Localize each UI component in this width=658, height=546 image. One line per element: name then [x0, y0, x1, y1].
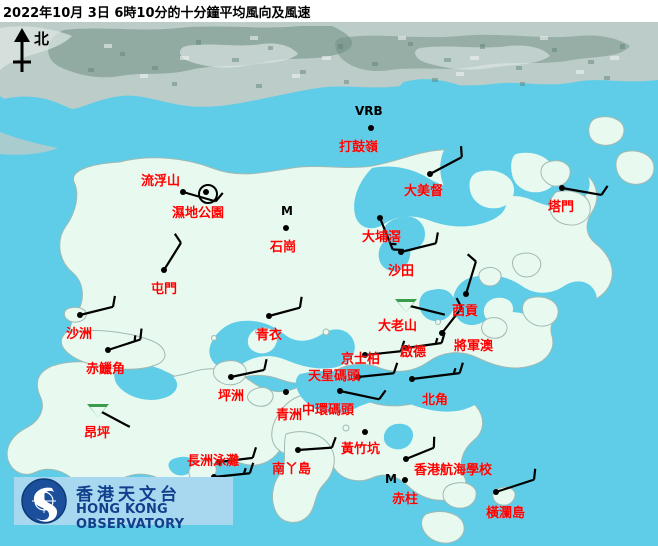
station-label: 香港航海學校 [414, 463, 493, 478]
hko-logo-english: HONG KONG OBSERVATORY [76, 502, 185, 532]
wind-barb [357, 362, 399, 379]
north-label: 北 [34, 30, 50, 48]
station-dot-icon [228, 374, 234, 380]
station-dot-icon [409, 376, 415, 382]
high-station-triangle-icon [87, 404, 109, 417]
station-label: 西貢 [452, 304, 479, 319]
station-dot-icon [439, 330, 445, 336]
wind-barb [464, 253, 477, 295]
station-dot-icon [493, 489, 499, 495]
map-canvas[interactable]: 北 VRB 打鼓嶺流浮山濕地公園 M 石崗 大美督塔門大埔滘沙田西貢 屯門沙洲赤鱲角 青衣 大… [0, 22, 658, 546]
station-dot-icon [403, 456, 409, 462]
wind-barb [400, 232, 439, 254]
station-dot-icon [216, 459, 222, 465]
station-label: 流浮山 [141, 174, 181, 189]
station-label: 長洲泳灘 [187, 454, 240, 469]
station-dot-icon [463, 291, 469, 297]
station-label: 橫瀾島 [486, 506, 526, 521]
high-station-triangle-icon [395, 299, 417, 312]
hko-logo-icon [21, 478, 67, 524]
station-label: 啟德 [400, 345, 427, 360]
station-label: 昂坪 [84, 426, 111, 441]
wind-barb [107, 328, 143, 352]
station-dot-icon [283, 389, 289, 395]
station-dot-icon [403, 345, 409, 351]
station-dot-icon [377, 215, 383, 221]
station-label: 大埔滘 [362, 230, 402, 245]
wind-barb [339, 389, 387, 401]
calm-wind-icon [198, 184, 218, 204]
wind-barb-layer [79, 146, 609, 494]
hko-logo: 香港天文台 HONG KONG OBSERVATORY [14, 477, 233, 532]
station-dot-icon [266, 313, 272, 319]
wind-barb [218, 447, 258, 464]
station-dot-icon [362, 352, 368, 358]
station-dot-icon [77, 312, 83, 318]
station-dot-icon [161, 267, 167, 273]
station-dot-icon [362, 429, 368, 435]
hko-logo-chinese: 香港天文台 [76, 485, 181, 505]
station-label: 塔門 [548, 200, 575, 215]
wind-barb [230, 358, 268, 379]
wind-barb [364, 340, 406, 357]
wind-barb [405, 436, 436, 461]
station-dot-icon [283, 225, 289, 231]
station-dot-icon [355, 374, 361, 380]
station-status-tag: M [385, 472, 397, 486]
station-dot-icon [105, 347, 111, 353]
north-arrow: 北 [8, 26, 68, 78]
mainland-china [0, 22, 658, 161]
station-label: 青洲 [276, 408, 303, 423]
north-arrow-icon [13, 28, 31, 72]
station-status-tag: VRB [355, 104, 383, 118]
station-label: 坪洲 [218, 389, 245, 404]
wind-barb [79, 295, 117, 317]
station-label: 南丫島 [272, 462, 312, 477]
station-label: 大美督 [404, 184, 444, 199]
wind-barb [297, 436, 337, 452]
station-label: 京士柏 [341, 352, 381, 367]
station-dot-icon [295, 447, 301, 453]
station-status-tag: M [281, 204, 293, 218]
station-label: 石崗 [270, 240, 297, 255]
wind-barb [561, 185, 609, 197]
wind-barb [441, 297, 463, 334]
station-label: 沙洲 [66, 327, 93, 342]
page-title: 2022年10月 3日 6時10分的十分鐘平均風向及風速 [3, 6, 311, 21]
station-label: 中環碼頭 [302, 403, 355, 418]
wind-barb [429, 146, 463, 175]
station-label: 赤鱲角 [86, 362, 126, 377]
station-dot-icon [368, 125, 374, 131]
station-label: 黃竹坑 [341, 442, 381, 457]
station-label: 將軍澳 [454, 339, 494, 354]
new-territories [59, 148, 613, 389]
wind-barb [268, 296, 303, 318]
station-label: 沙田 [388, 264, 415, 279]
station-label: 青衣 [256, 328, 283, 343]
wind-barb [213, 462, 255, 479]
station-dot-icon [180, 189, 186, 195]
station-label: 打鼓嶺 [339, 140, 379, 155]
wind-barb [411, 362, 464, 381]
map-geometry [0, 22, 658, 546]
station-dot-icon [427, 171, 433, 177]
station-label: 赤柱 [392, 492, 419, 507]
station-dot-icon [337, 388, 343, 394]
wind-barb [163, 233, 182, 271]
title-bar: 2022年10月 3日 6時10分的十分鐘平均風向及風速 [0, 0, 658, 22]
victoria-harbour [295, 368, 487, 414]
station-dot-icon [398, 249, 404, 255]
station-label: 大老山 [378, 319, 418, 334]
station-label: 屯門 [151, 282, 178, 297]
station-label: 北角 [422, 393, 449, 408]
station-dot-icon [559, 185, 565, 191]
station-dot-icon [402, 477, 408, 483]
station-label: 濕地公園 [172, 206, 225, 221]
wind-barb [495, 468, 537, 494]
station-label: 天星碼頭 [308, 369, 361, 384]
